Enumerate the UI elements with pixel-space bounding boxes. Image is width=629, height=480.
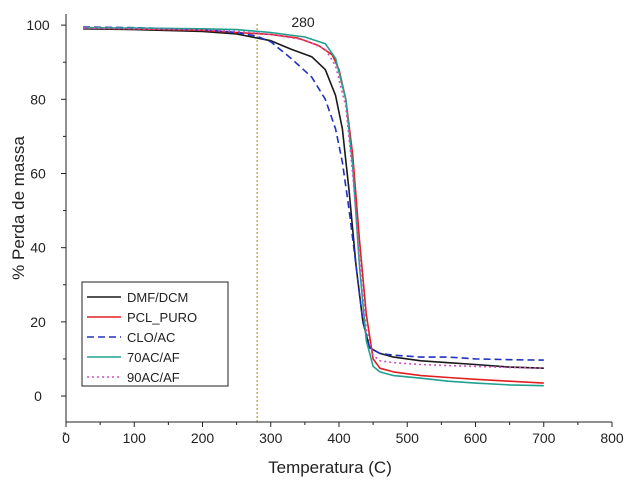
series-line-1 xyxy=(83,28,544,369)
x-axis-label: Temperatura (C) xyxy=(268,458,392,477)
x-tick-label: 800 xyxy=(600,430,624,446)
y-tick-label: 0 xyxy=(34,388,42,404)
x-tick-label: 400 xyxy=(327,430,351,446)
x-ticks: 0 100 200 300 400 500 600 700 800 xyxy=(62,422,624,446)
y-ticks: 0 20 40 60 80 100 xyxy=(26,17,66,434)
series-line-3 xyxy=(83,26,544,361)
x-tick-label: 500 xyxy=(396,430,420,446)
legend-label: 70AC/AF xyxy=(127,350,180,365)
x-tick-label: 0 xyxy=(62,430,70,446)
legend-label: CLO/AC xyxy=(127,330,175,345)
y-tick-label: 40 xyxy=(30,240,46,256)
legend: DMF/DCM PCL_PURO CLO/AC 70AC/AF 90AC/AF xyxy=(81,281,229,387)
series-line-5 xyxy=(83,27,544,369)
y-tick-label: 20 xyxy=(30,314,46,330)
x-tick-label: 300 xyxy=(259,430,283,446)
annotation-label: 280 xyxy=(291,14,315,30)
legend-label: DMF/DCM xyxy=(127,290,188,305)
x-tick-label: 600 xyxy=(464,430,488,446)
x-tick-label: 200 xyxy=(191,430,215,446)
legend-label: 90AC/AF xyxy=(127,370,180,385)
x-tick-label: 100 xyxy=(123,430,147,446)
y-tick-label: 60 xyxy=(30,165,46,181)
y-tick-label: 100 xyxy=(26,17,50,33)
y-axis-label: % Perda de massa xyxy=(9,136,28,280)
y-tick-label: 80 xyxy=(30,91,46,107)
x-tick-label: 700 xyxy=(532,430,556,446)
plot-area xyxy=(83,24,544,422)
legend-box xyxy=(81,281,229,387)
legend-label: PCL_PURO xyxy=(127,310,197,325)
